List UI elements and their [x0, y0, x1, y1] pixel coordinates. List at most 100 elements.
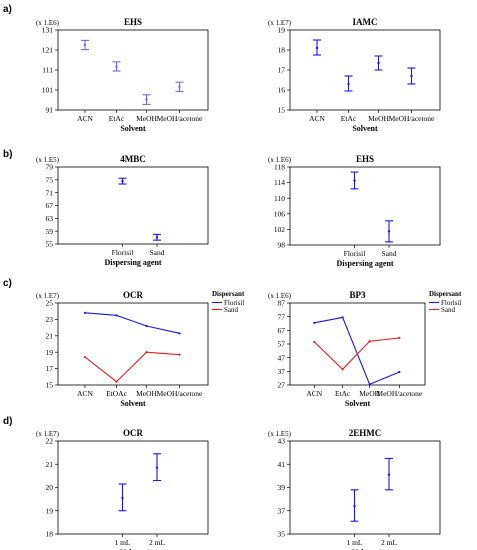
- scale-label: (x 1.E7): [36, 292, 60, 300]
- y-tick-label: 121: [42, 46, 54, 55]
- x-axis-label: Dispersing agent: [336, 259, 393, 268]
- plot-frame: [57, 440, 209, 535]
- x-tick-label: MeOH/acetone: [157, 114, 203, 123]
- scale-label: (x 1.E5): [268, 430, 292, 438]
- x-tick-label: MeOH/acetone: [389, 114, 435, 123]
- y-tick-label: 19: [278, 26, 286, 35]
- y-tick-label: 111: [42, 66, 53, 75]
- x-tick-label: ACN: [77, 114, 93, 123]
- mean-point: [155, 236, 159, 239]
- y-tick-label: 77: [278, 312, 286, 321]
- y-tick-label: 17: [46, 364, 54, 373]
- scale-label: (x 1.E6): [36, 19, 60, 27]
- mean-point: [387, 473, 391, 476]
- x-tick-label: MeOH: [359, 389, 380, 398]
- series-point: [313, 340, 316, 344]
- y-tick-label: 21: [46, 331, 54, 340]
- x-tick-label: EtAc: [341, 114, 357, 123]
- x-tick-label: ACN: [309, 114, 325, 123]
- series-point: [398, 370, 401, 374]
- y-tick-label: 23: [46, 315, 54, 324]
- mean-point: [353, 504, 356, 508]
- y-tick-label: 25: [46, 299, 54, 308]
- y-tick-label: 55: [46, 240, 54, 249]
- legend-entry: Florisil: [441, 299, 461, 307]
- y-tick-label: 67: [46, 201, 54, 210]
- x-tick-label: EtAc: [335, 389, 351, 398]
- mean-point: [315, 46, 319, 50]
- y-tick-label: 59: [46, 227, 54, 236]
- y-tick-label: 21: [46, 460, 54, 469]
- plot-frame: [57, 302, 209, 386]
- x-tick-label: 1 mL: [346, 538, 362, 547]
- series-line-florisil: [314, 316, 400, 386]
- y-tick-label: 87: [278, 299, 286, 308]
- chart-a-right: IAMC (x 1.E7) 15 16 17 18 19 ACN EtAc MeOH MeOH/ac…: [268, 17, 441, 133]
- x-tick-label: MeOH: [136, 114, 157, 123]
- mean-point: [145, 98, 148, 101]
- y-tick-label: 106: [274, 209, 286, 218]
- y-tick-label: 57: [278, 340, 286, 349]
- series-point: [368, 340, 371, 343]
- series-point: [115, 314, 118, 317]
- x-axis-label: Volume: [352, 548, 378, 550]
- y-tick-label: 91: [46, 106, 54, 115]
- y-tick-label: 15: [278, 106, 286, 115]
- legend-entry: Sand: [441, 306, 456, 314]
- x-tick-label: ACN: [77, 389, 93, 398]
- x-tick-label: MeOH/acetone: [376, 389, 422, 398]
- x-tick-label: ACN: [306, 389, 322, 398]
- y-tick-label: 19: [46, 506, 54, 515]
- y-tick-label: 16: [278, 86, 286, 95]
- x-tick-label: 1 mL: [114, 538, 130, 547]
- chart-b-left: 4MBC (x 1.E5) 55 59 63 67 71 75 79 Florisil SandDi…: [36, 154, 209, 267]
- series-point: [178, 353, 181, 356]
- x-tick-label: 2 mL: [149, 538, 165, 547]
- x-tick-label: MeOH: [368, 114, 389, 123]
- plot-frame: [289, 29, 441, 111]
- x-tick-label: Sand: [150, 248, 165, 257]
- y-tick-label: 37: [278, 367, 286, 376]
- mean-point: [115, 65, 118, 68]
- mean-point: [377, 61, 380, 65]
- panel-label-b: b): [3, 149, 12, 160]
- series-point: [115, 380, 118, 383]
- chart-b-right: EHS (x 1.E6) 98 102 106 110 114 118 Florisil Sand…: [268, 154, 441, 268]
- chart-d-left: OCR (x 1.E7) 18 19 20 21 22 1 mL 2 mLVolume: [36, 428, 209, 550]
- scale-label: (x 1.E7): [268, 19, 292, 27]
- scale-label: (x 1.E6): [268, 292, 292, 300]
- y-tick-label: 17: [278, 66, 286, 75]
- y-tick-label: 101: [42, 86, 54, 95]
- y-tick-label: 102: [274, 225, 286, 234]
- series-point: [313, 321, 316, 324]
- legend-entry: Sand: [224, 306, 239, 314]
- chart-title: EHS: [356, 154, 374, 164]
- x-axis-label: Solvent: [345, 399, 371, 408]
- x-tick-label: EtOAc: [106, 389, 127, 398]
- y-tick-label: 18: [46, 530, 54, 539]
- y-tick-label: 114: [274, 178, 285, 187]
- y-tick-label: 37: [278, 506, 286, 515]
- y-tick-label: 20: [46, 483, 54, 492]
- legend-entry: Florisil: [224, 299, 244, 307]
- chart-c-right: BP3 (x 1.E6) 27 37 47 57 67 77 87 ACN EtAc MeOHMeOH…: [268, 290, 462, 408]
- y-tick-label: 63: [46, 214, 54, 223]
- mean-point: [347, 82, 350, 86]
- series-point: [178, 332, 181, 335]
- series-line-sand: [313, 337, 400, 371]
- y-tick-label: 43: [278, 437, 286, 446]
- chart-title: OCR: [123, 428, 144, 438]
- y-tick-label: 67: [278, 326, 286, 335]
- mean-point: [178, 85, 181, 89]
- y-tick-label: 118: [274, 163, 285, 172]
- chart-title: 4MBC: [120, 154, 146, 164]
- chart-title: IAMC: [353, 17, 378, 27]
- series-point: [398, 336, 401, 339]
- y-tick-label: 75: [46, 175, 54, 184]
- mean-point: [121, 496, 124, 500]
- y-tick-label: 79: [46, 163, 54, 172]
- y-tick-label: 39: [278, 483, 286, 492]
- chart-d-right: 2EHMC (x 1.E5) 35 37 39 41 43 1 mL 2 mLVolume: [268, 428, 441, 550]
